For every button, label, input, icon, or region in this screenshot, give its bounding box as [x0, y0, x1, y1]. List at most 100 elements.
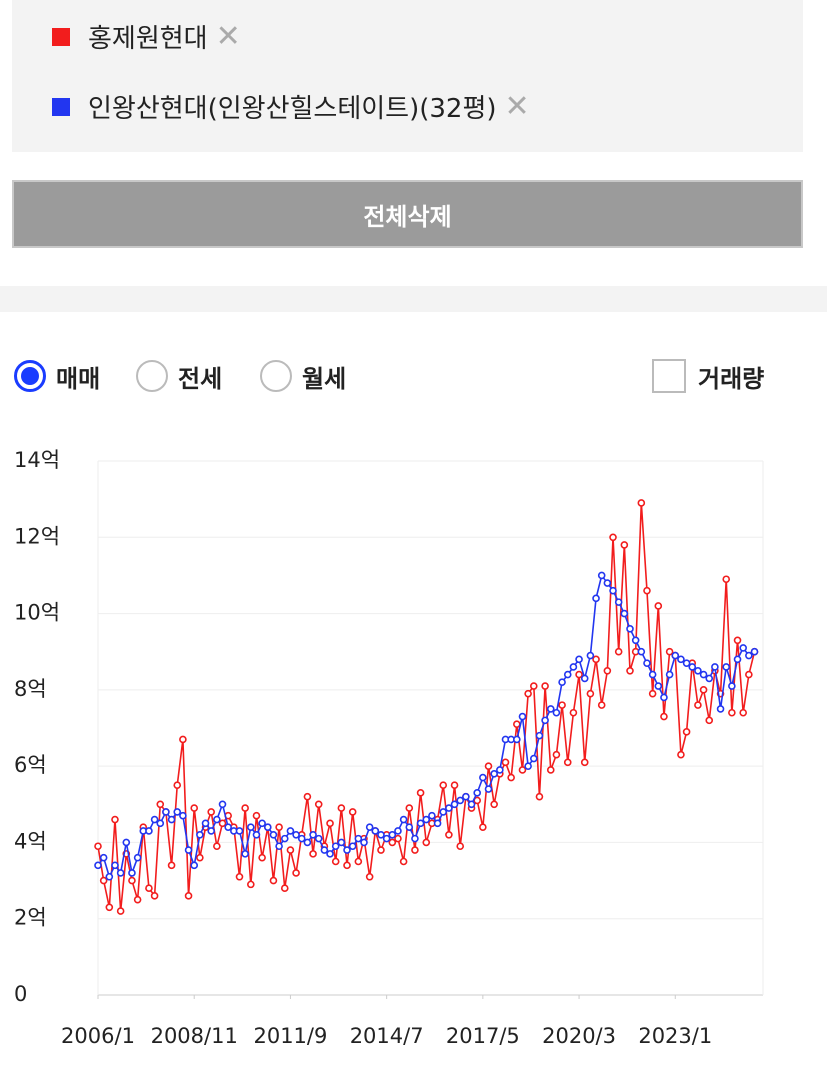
data-point: [637, 647, 646, 656]
data-point: [694, 701, 702, 709]
data-point: [275, 823, 283, 831]
data-point: [699, 686, 708, 694]
data-point: [569, 663, 578, 671]
data-point: [411, 834, 419, 843]
data-point: [167, 861, 176, 870]
data-point: [128, 869, 136, 877]
data-point: [733, 636, 742, 645]
data-point: [535, 731, 544, 740]
data-point: [116, 869, 125, 877]
data-point: [546, 766, 555, 774]
chart: 0 2억 4억 6억 8억 10억 12억 14억 2006/1 2008/11 2011/9 201…: [14, 448, 764, 1048]
data-point: [501, 758, 510, 767]
data-point: [320, 846, 329, 854]
data-point: [490, 769, 498, 778]
data-point: [513, 720, 521, 728]
data-point: [728, 682, 736, 690]
filter-item[interactable]: 인왕산현대(인왕산힐스테이트)(32평) ✕: [52, 88, 530, 125]
data-point: [643, 659, 651, 667]
data-point: [484, 785, 493, 793]
data-point: [207, 808, 215, 816]
radio-option[interactable]: 전세: [136, 357, 222, 395]
data-point: [552, 708, 561, 717]
data-point: [99, 876, 108, 885]
data-point: [399, 815, 408, 824]
data-point: [631, 636, 640, 645]
radio-option[interactable]: 월세: [260, 357, 346, 395]
data-point: [496, 766, 504, 774]
remove-icon[interactable]: ✕: [504, 89, 530, 124]
clear-all-button[interactable]: 전체삭제: [12, 180, 803, 248]
x-tick-label: 2006/1: [61, 1024, 135, 1048]
radio[interactable]: [260, 360, 292, 392]
filter-item[interactable]: 홍제원현대 ✕: [52, 18, 241, 55]
data-point: [665, 670, 674, 679]
data-point: [116, 907, 125, 915]
data-point: [677, 750, 685, 759]
data-point: [484, 762, 493, 770]
checkbox[interactable]: [652, 359, 686, 393]
radio[interactable]: [14, 360, 46, 392]
radio-label: 전세: [178, 364, 223, 393]
data-point: [94, 842, 102, 851]
data-point: [309, 830, 317, 839]
data-point: [728, 708, 736, 717]
data-point: [167, 815, 176, 824]
data-point: [314, 834, 323, 843]
data-point: [750, 647, 759, 656]
data-point: [450, 800, 459, 809]
radio-option[interactable]: 매매: [14, 357, 100, 395]
legend-swatch: [52, 97, 70, 116]
data-point: [665, 647, 674, 656]
data-point: [439, 808, 448, 816]
data-point: [224, 823, 232, 831]
data-point: [388, 830, 397, 839]
data-point: [394, 827, 402, 835]
data-point: [360, 838, 368, 847]
data-point: [603, 579, 612, 587]
data-point: [439, 781, 448, 790]
data-point: [626, 666, 634, 675]
data-point: [145, 827, 153, 835]
data-point: [179, 811, 187, 820]
data-point: [156, 819, 165, 828]
data-point: [699, 670, 708, 679]
filter-label: 인왕산현대(인왕산힐스테이트)(32평): [88, 94, 497, 124]
radio[interactable]: [136, 360, 168, 392]
data-point: [620, 541, 629, 549]
data-point: [563, 758, 572, 767]
data-point: [705, 674, 714, 683]
y-tick-label: 10억: [14, 601, 60, 625]
data-point: [563, 670, 572, 679]
data-point: [297, 834, 306, 843]
data-point: [145, 884, 153, 893]
divider: [0, 286, 827, 312]
data-point: [196, 853, 204, 862]
data-point: [524, 762, 532, 770]
volume-toggle[interactable]: 거래량: [652, 357, 764, 395]
remove-icon[interactable]: ✕: [215, 19, 241, 54]
data-point: [337, 838, 346, 847]
data-point: [258, 853, 266, 862]
data-point: [213, 842, 221, 851]
data-point: [394, 834, 402, 843]
data-point: [331, 842, 340, 851]
data-point: [111, 815, 119, 824]
data-point: [241, 804, 249, 812]
data-point: [739, 644, 747, 652]
data-point: [513, 735, 521, 744]
data-point: [694, 666, 702, 675]
y-tick-label: 12억: [14, 524, 60, 548]
data-point: [462, 792, 470, 801]
data-point: [479, 773, 487, 782]
x-tick-label: 2011/9: [253, 1024, 327, 1048]
data-point: [705, 716, 714, 725]
data-point: [348, 808, 357, 816]
data-point: [184, 846, 193, 854]
data-point: [133, 853, 142, 862]
data-point: [258, 819, 266, 828]
data-point: [218, 800, 227, 809]
data-point: [597, 701, 606, 709]
data-point: [190, 804, 199, 812]
data-point: [405, 823, 414, 831]
